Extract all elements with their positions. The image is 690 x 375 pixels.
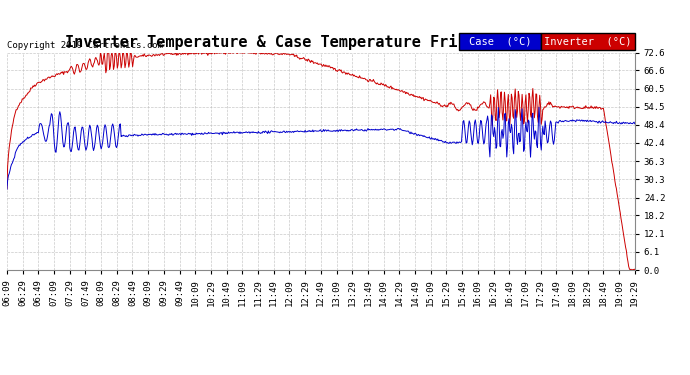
Text: Inverter  (°C): Inverter (°C)	[544, 37, 631, 46]
Text: Case  (°C): Case (°C)	[469, 37, 531, 46]
Text: Copyright 2019 Cartronics.com: Copyright 2019 Cartronics.com	[7, 41, 163, 50]
Title: Inverter Temperature & Case Temperature Fri Aug 30 19:31: Inverter Temperature & Case Temperature …	[66, 34, 576, 50]
FancyBboxPatch shape	[459, 33, 541, 50]
FancyBboxPatch shape	[541, 33, 635, 50]
